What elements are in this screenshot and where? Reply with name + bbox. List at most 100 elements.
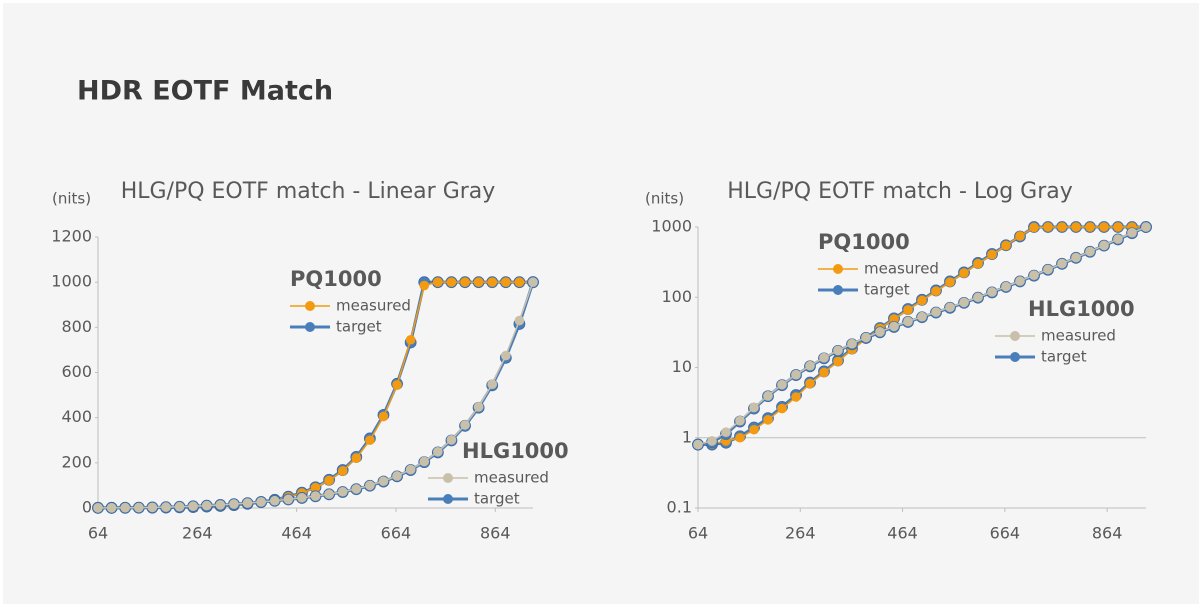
y-tick-label: 1 (682, 427, 692, 446)
data-point (707, 436, 717, 446)
data-point (973, 292, 983, 303)
data-point (514, 277, 525, 287)
legend-group-title: HLG1000 (1028, 297, 1135, 321)
x-tick-label: 264 (785, 524, 816, 543)
data-point (847, 338, 857, 349)
x-tick-label: 864 (480, 524, 511, 543)
data-point (174, 501, 185, 512)
data-point (310, 482, 321, 493)
data-point (392, 471, 402, 481)
data-point (1113, 234, 1123, 244)
data-point (229, 499, 239, 509)
legend-marker (833, 264, 843, 274)
legend-text: target (474, 490, 520, 508)
y-axis-label: (nits) (52, 190, 91, 208)
y-tick-label: 1200 (51, 227, 92, 246)
legend-marker (443, 473, 453, 483)
legend-marker (305, 322, 315, 332)
data-point (889, 314, 899, 324)
data-point (501, 277, 511, 287)
data-point (419, 456, 430, 467)
data-point (528, 277, 538, 287)
data-point (405, 464, 416, 475)
data-point (763, 391, 773, 401)
data-point (945, 277, 955, 287)
data-point (903, 316, 913, 327)
legend-group-title: HLG1000 (462, 439, 569, 463)
data-point (819, 352, 829, 363)
data-point (446, 277, 457, 287)
data-point (945, 302, 955, 313)
data-point (473, 402, 484, 412)
data-point (351, 484, 362, 494)
data-point (833, 345, 843, 356)
data-point (514, 315, 525, 326)
y-tick-label: 800 (61, 317, 92, 336)
data-point (106, 502, 117, 513)
data-point (833, 356, 843, 367)
legend-text: measured (864, 260, 939, 278)
data-point (1071, 222, 1081, 232)
y-axis-label: (nits) (645, 190, 684, 208)
chart-title: HLG/PQ EOTF match - Linear Gray (121, 179, 496, 204)
data-point (791, 392, 801, 402)
x-tick-label: 264 (182, 524, 213, 543)
data-point (269, 495, 280, 506)
data-point (1085, 222, 1095, 232)
x-tick-label: 64 (688, 524, 708, 543)
data-point (1085, 246, 1095, 257)
data-point (903, 305, 913, 315)
data-point (392, 380, 402, 390)
data-point (987, 287, 997, 297)
legend-text: target (336, 318, 382, 336)
data-point (501, 350, 511, 361)
data-point (433, 446, 443, 457)
data-point (861, 332, 871, 343)
data-point (1057, 222, 1067, 232)
data-point (147, 502, 158, 513)
data-point (1029, 270, 1039, 281)
x-tick-label: 664 (381, 524, 412, 543)
data-point (419, 280, 430, 291)
data-point (1043, 264, 1053, 275)
data-point (1099, 222, 1109, 232)
data-point (1141, 222, 1151, 232)
data-point (959, 297, 969, 308)
data-point (365, 480, 375, 491)
y-tick-label: 0.1 (667, 498, 692, 517)
data-point (161, 502, 171, 512)
data-point (931, 307, 941, 317)
data-point (791, 369, 801, 380)
y-tick-label: 10 (672, 357, 692, 376)
y-tick-label: 200 (61, 452, 92, 471)
legend-text: measured (474, 469, 549, 487)
y-tick-label: 100 (661, 287, 692, 306)
data-point (446, 434, 457, 445)
data-point (1029, 222, 1039, 233)
data-point (875, 327, 885, 337)
data-point (337, 466, 348, 476)
data-point (917, 311, 927, 322)
data-point (763, 415, 773, 425)
data-point (433, 277, 443, 287)
data-point (749, 402, 759, 413)
y-tick-label: 0 (82, 498, 92, 517)
data-point (93, 503, 103, 513)
data-point (283, 494, 294, 505)
data-point (133, 502, 144, 513)
page-title: HDR EOTF Match (77, 76, 333, 107)
data-point (201, 500, 212, 511)
data-point (721, 427, 731, 437)
data-point (1001, 240, 1011, 251)
y-tick-label: 600 (61, 362, 92, 381)
data-point (1001, 281, 1011, 292)
data-point (889, 321, 899, 332)
legend-marker (833, 285, 843, 295)
data-point (487, 277, 498, 287)
data-point (973, 258, 983, 269)
data-point (337, 486, 348, 497)
legend-marker (443, 494, 453, 504)
data-point (959, 268, 969, 278)
data-point (987, 249, 997, 260)
